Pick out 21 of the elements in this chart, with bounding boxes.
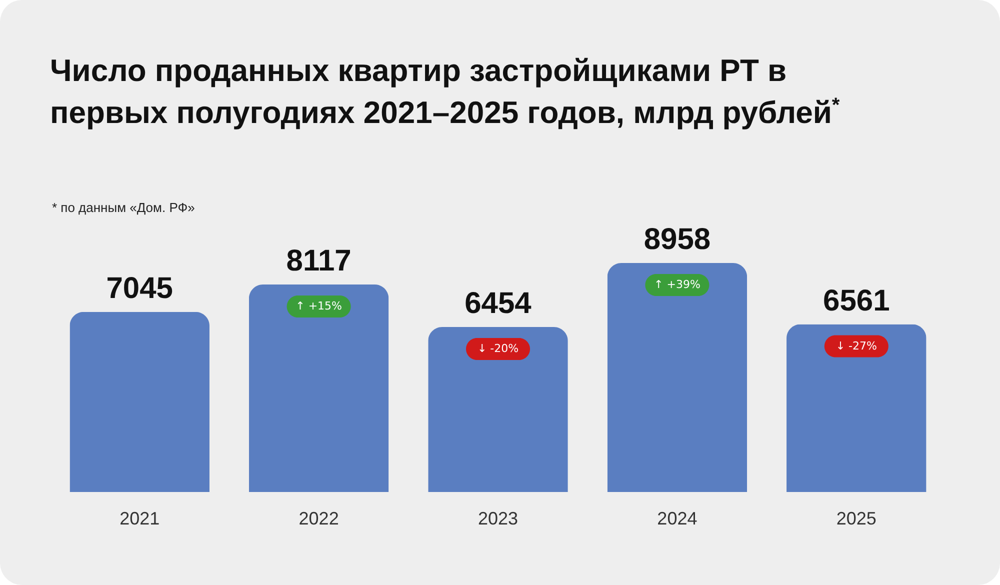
annotation: ↑ +39%	[654, 278, 700, 291]
annotation: ↑ +15%	[296, 300, 342, 312]
bar	[428, 327, 568, 492]
bar	[248, 284, 389, 492]
data-label: 7045	[106, 272, 173, 305]
annotation: ↓ -20%	[477, 342, 519, 356]
annotation: ↓ -27%	[836, 339, 877, 352]
x-tick-label: 2023	[478, 508, 518, 528]
bar	[607, 263, 748, 492]
data-label: 8117	[286, 244, 352, 278]
x-tick-label: 2025	[836, 508, 876, 528]
bar	[786, 324, 926, 492]
x-tick-label: 2024	[657, 508, 698, 528]
x-tick-label: 2021	[120, 508, 160, 528]
chart-title: Число проданных квартир застройщиками РТ в первых полугодиях 2021–2025 годов, млрд рублей$^{*}$	[50, 52, 840, 132]
text: * по данным «Дом. РФ»	[52, 200, 195, 215]
bar	[70, 312, 210, 492]
data-label: 6454	[464, 287, 532, 320]
data-label: 8958	[644, 223, 711, 256]
data-label: 6561	[823, 284, 890, 318]
x-tick-label: 2022	[298, 508, 339, 528]
